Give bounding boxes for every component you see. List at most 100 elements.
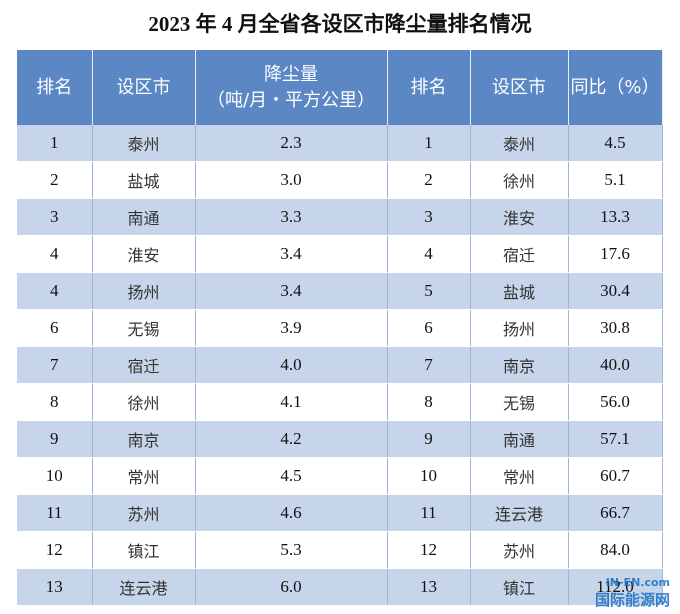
table-cell: 40.0 (568, 346, 663, 384)
table-cell: 徐州 (92, 383, 196, 421)
table-cell: 徐州 (470, 161, 569, 199)
table-body: 1 泰州 2.3 1 泰州 4.5 2 盐城 3.0 2 徐州 5.1 3 南通 3.3 3 淮安 13.3 4 淮安… (17, 125, 663, 606)
header-row: 排名 设区市 降尘量 （吨/月・平方公里） 排名 设区市 同比（%） (17, 50, 663, 125)
table-cell: 无锡 (470, 383, 569, 421)
table-cell: 60.7 (568, 457, 663, 495)
table-cell: 56.0 (568, 383, 663, 421)
table-cell: 无锡 (92, 309, 196, 347)
header-cell: 设区市 (92, 50, 196, 125)
table-cell: 2 (17, 161, 93, 199)
table-cell: 镇江 (92, 531, 196, 569)
table-cell: 淮安 (470, 198, 569, 236)
table-cell: 9 (17, 420, 93, 458)
table-cell: 57.1 (568, 420, 663, 458)
table-cell: 3.4 (195, 235, 388, 273)
table-row: 3 南通 3.3 3 淮安 13.3 (17, 198, 663, 236)
header-cell: 设区市 (470, 50, 569, 125)
table-cell: 9 (387, 420, 471, 458)
table-row: 2 盐城 3.0 2 徐州 5.1 (17, 161, 663, 199)
table-cell: 11 (17, 494, 93, 532)
table-cell: 7 (17, 346, 93, 384)
table-cell: 11 (387, 494, 471, 532)
table-cell: 4.1 (195, 383, 388, 421)
table-cell: 5 (387, 272, 471, 310)
table-cell: 连云港 (92, 568, 196, 606)
table-cell: 3.4 (195, 272, 388, 310)
table-cell: 112.0 (568, 568, 663, 606)
table-cell: 4.5 (195, 457, 388, 495)
table-row: 13 连云港 6.0 13 镇江 112.0 (17, 568, 663, 606)
table-cell: 泰州 (470, 125, 569, 162)
table-cell: 5.3 (195, 531, 388, 569)
table-cell: 4.6 (195, 494, 388, 532)
table-cell: 扬州 (470, 309, 569, 347)
table-cell: 3 (387, 198, 471, 236)
watermark: IN-EN.com 国际能源网 (595, 576, 670, 610)
table-cell: 宿迁 (92, 346, 196, 384)
table-cell: 13 (17, 568, 93, 606)
table-cell: 4.5 (568, 125, 663, 162)
table-cell: 7 (387, 346, 471, 384)
header-cell: 排名 (17, 50, 93, 125)
table-cell: 6.0 (195, 568, 388, 606)
header-line: 降尘量 (264, 63, 318, 85)
table-cell: 常州 (470, 457, 569, 495)
ranking-table: 排名 设区市 降尘量 （吨/月・平方公里） 排名 设区市 同比（%） 1 泰州 2.3 1 泰州 4.… (17, 50, 663, 606)
header-line: （吨/月・平方公里） (206, 89, 376, 111)
table-cell: 常州 (92, 457, 196, 495)
title: 2023 年 4 月全省各设区市降尘量排名情况 (148, 12, 532, 36)
table-row: 7 宿迁 4.0 7 南京 40.0 (17, 346, 663, 384)
table-cell: 13 (387, 568, 471, 606)
table-cell: 8 (17, 383, 93, 421)
table-row: 12 镇江 5.3 12 苏州 84.0 (17, 531, 663, 569)
header-cell: 降尘量 （吨/月・平方公里） (195, 50, 388, 125)
table-cell: 苏州 (92, 494, 196, 532)
table-cell: 镇江 (470, 568, 569, 606)
table-cell: 南通 (470, 420, 569, 458)
table-cell: 17.6 (568, 235, 663, 273)
table-cell: 淮安 (92, 235, 196, 273)
table-row: 10 常州 4.5 10 常州 60.7 (17, 457, 663, 495)
table-cell: 6 (17, 309, 93, 347)
table-cell: 1 (387, 125, 471, 162)
table-row: 9 南京 4.2 9 南通 57.1 (17, 420, 663, 458)
table-cell: 30.4 (568, 272, 663, 310)
table-row: 6 无锡 3.9 6 扬州 30.8 (17, 309, 663, 347)
table-cell: 5.1 (568, 161, 663, 199)
table-cell: 66.7 (568, 494, 663, 532)
table-cell: 12 (387, 531, 471, 569)
header-cell: 排名 (387, 50, 471, 125)
table-cell: 宿迁 (470, 235, 569, 273)
table-cell: 南京 (92, 420, 196, 458)
table-row: 8 徐州 4.1 8 无锡 56.0 (17, 383, 663, 421)
table-cell: 泰州 (92, 125, 196, 162)
table-cell: 连云港 (470, 494, 569, 532)
table-cell: 3.0 (195, 161, 388, 199)
table-cell: 南通 (92, 198, 196, 236)
table-cell: 3.9 (195, 309, 388, 347)
table-cell: 4.0 (195, 346, 388, 384)
watermark-text: 国际能源网 (594, 591, 670, 609)
table-cell: 扬州 (92, 272, 196, 310)
table-cell: 苏州 (470, 531, 569, 569)
table-cell: 盐城 (92, 161, 196, 199)
table-cell: 4 (387, 235, 471, 273)
table-cell: 4.2 (195, 420, 388, 458)
table-cell: 84.0 (568, 531, 663, 569)
table-cell: 4 (17, 272, 93, 310)
table-cell: 2 (387, 161, 471, 199)
table-cell: 12 (17, 531, 93, 569)
table-cell: 3 (17, 198, 93, 236)
table-cell: 30.8 (568, 309, 663, 347)
table-cell: 4 (17, 235, 93, 273)
table-cell: 13.3 (568, 198, 663, 236)
watermark-text: IN-EN.com (605, 576, 670, 589)
table-cell: 2.3 (195, 125, 388, 162)
table-cell: 10 (17, 457, 93, 495)
table-row: 11 苏州 4.6 11 连云港 66.7 (17, 494, 663, 532)
table-cell: 南京 (470, 346, 569, 384)
header-cell: 同比（%） (568, 50, 663, 125)
table-cell: 盐城 (470, 272, 569, 310)
table-cell: 8 (387, 383, 471, 421)
